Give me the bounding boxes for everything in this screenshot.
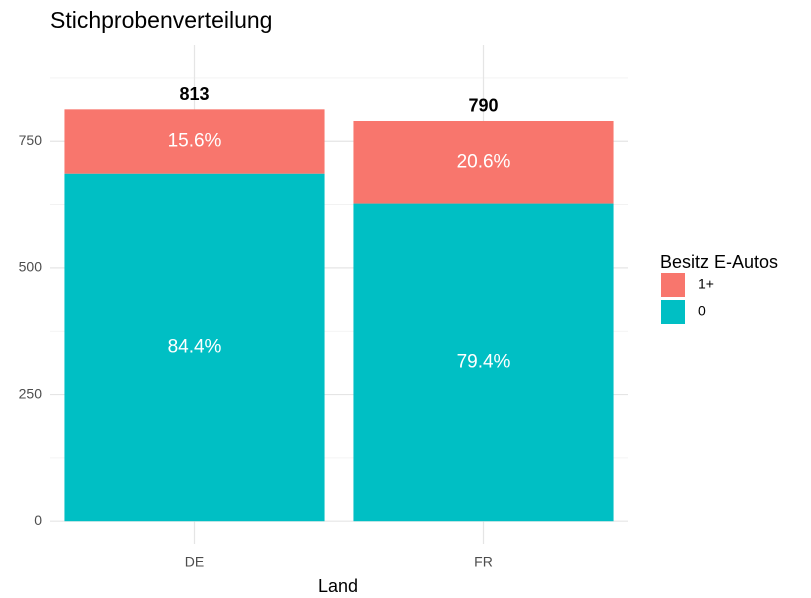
legend-swatch [661,273,685,297]
y-tick-label: 0 [34,512,42,528]
share-label: 15.6% [168,131,222,152]
total-label: 813 [179,84,209,104]
legend-title: Besitz E-Autos [660,252,778,272]
x-tick-label: FR [474,554,493,570]
x-axis-label: Land [318,576,358,596]
x-tick-label: DE [185,554,204,570]
share-label: 20.6% [457,151,511,172]
share-label: 79.4% [457,351,511,372]
chart-title: Stichprobenverteilung [50,7,272,33]
bar-segment [353,203,614,522]
bar-segment [353,120,614,204]
bar-segment [64,109,325,174]
y-tick-label: 250 [19,385,43,401]
share-label: 84.4% [168,336,222,357]
y-tick-label: 500 [19,259,43,275]
y-tick-label: 750 [19,132,43,148]
total-label: 790 [468,96,498,116]
legend-label: 1+ [698,276,714,292]
legend-label: 0 [698,303,706,319]
bar-segment [64,173,325,522]
legend-swatch [661,300,685,324]
